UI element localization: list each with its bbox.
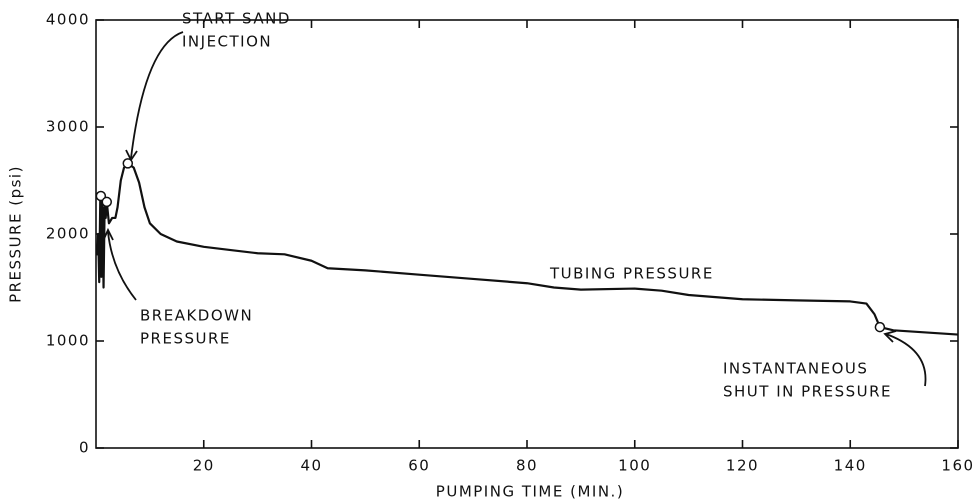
annotation: SHUT IN PRESSURE <box>723 383 892 401</box>
x-axis-label: PUMPING TIME (MIN.) <box>436 483 624 501</box>
annotation: INJECTION <box>182 33 272 51</box>
y-tick-label: 4000 <box>46 11 90 29</box>
y-tick-label: 2000 <box>46 225 90 243</box>
x-tick-label: 80 <box>516 457 538 475</box>
arrow <box>130 31 184 159</box>
x-tick-label: 120 <box>726 457 759 475</box>
y-tick-label: 1000 <box>46 332 90 350</box>
annotation: TUBING PRESSURE <box>549 265 714 283</box>
x-tick-label: 20 <box>193 457 215 475</box>
x-tick-label: 60 <box>408 457 430 475</box>
point-marker <box>874 321 886 333</box>
annotation: PRESSURE <box>140 330 231 348</box>
x-tick-label: 140 <box>834 457 867 475</box>
y-tick-label: 0 <box>79 439 90 457</box>
annotation: START SAND <box>182 10 291 28</box>
x-tick-label: 40 <box>300 457 322 475</box>
arrowhead <box>883 330 897 343</box>
point-marker <box>101 196 113 208</box>
annotation: INSTANTANEOUS <box>723 360 868 378</box>
annotation: BREAKDOWN <box>140 307 253 325</box>
line <box>95 162 959 336</box>
arrow <box>885 333 927 387</box>
y-tick-label: 3000 <box>46 118 90 136</box>
arrow <box>107 231 137 301</box>
x-tick-label: 160 <box>941 457 973 475</box>
x-tick-label: 100 <box>618 457 651 475</box>
y-axis-label: PRESSURE (psi) <box>7 165 25 303</box>
point-marker <box>122 158 134 169</box>
